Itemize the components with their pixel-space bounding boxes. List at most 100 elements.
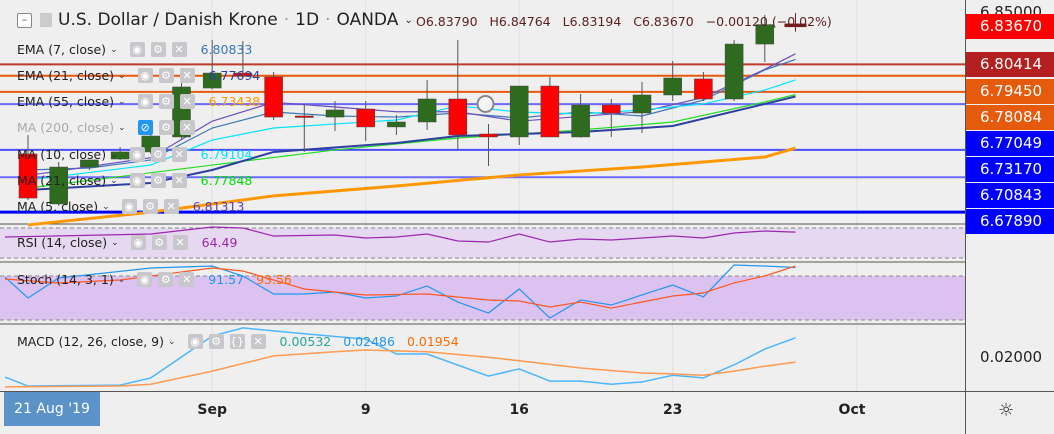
indicator-name: EMA (7, close) <box>17 42 107 57</box>
indicator-value: 6.77694 <box>208 68 261 83</box>
close-icon[interactable]: ✕ <box>179 272 195 287</box>
flag-icon <box>40 13 52 27</box>
candle <box>356 108 375 128</box>
time-axis-label: Oct <box>838 402 866 418</box>
candle <box>295 115 314 118</box>
gear-icon[interactable]: ⚙ <box>150 173 166 188</box>
gear-icon[interactable]: ⚙ <box>150 147 166 162</box>
stoch-legend[interactable]: Stoch (14, 3, 1) ⌄ ◉ ⚙ ✕ 91.57 93.56 <box>17 272 292 287</box>
chart-title: – U.S. Dollar / Danish Krone · 1D · OANDA … <box>17 10 413 30</box>
price-axis-label: 6.78084 <box>966 105 1054 130</box>
change-value: −0.00120 (−0.02%) <box>705 14 832 29</box>
close-icon[interactable]: ✕ <box>172 235 188 250</box>
eye-icon[interactable]: ◉ <box>121 199 137 214</box>
collapse-icon[interactable]: – <box>17 12 32 28</box>
rsi-legend[interactable]: RSI (14, close) ⌄ ◉ ⚙ ✕ 64.49 <box>17 235 237 250</box>
marker-circle <box>476 94 495 113</box>
eye-icon[interactable]: ◉ <box>137 272 153 287</box>
eye-off-icon[interactable]: ⊘ <box>137 120 153 135</box>
symbol-name: U.S. Dollar / Danish Krone <box>58 10 278 30</box>
chart-canvas[interactable] <box>0 0 965 391</box>
ohlc-values: O6.83790 H6.84764 L6.83194 C6.83670 −0.00120… <box>416 14 844 29</box>
gear-icon[interactable]: ⚙ <box>151 235 167 250</box>
close-icon[interactable]: ✕ <box>163 199 179 214</box>
chevron-down-icon[interactable]: ⌄ <box>118 96 126 107</box>
eye-icon[interactable]: ◉ <box>130 235 146 250</box>
candle <box>509 85 529 138</box>
chevron-down-icon[interactable]: ⌄ <box>111 237 119 248</box>
close-icon[interactable]: ✕ <box>179 68 195 83</box>
indicator-legend[interactable]: MA (21, close) ⌄ ◉ ⚙ ✕ 6.77848 <box>17 173 252 188</box>
close-icon[interactable]: ✕ <box>250 334 266 349</box>
candle <box>724 43 744 100</box>
indicator-value: 6.73438 <box>208 94 261 109</box>
open-value: O6.83790 <box>416 14 478 29</box>
data-source: OANDA <box>336 10 399 30</box>
gear-icon[interactable]: ⚙ <box>208 334 224 349</box>
gear-icon[interactable]: ⚙ <box>150 42 166 57</box>
candle <box>479 133 498 138</box>
gear-icon[interactable]: ⚙ <box>158 94 174 109</box>
indicator-legend[interactable]: MA (200, close) ⌄ ⊘ ⚙ ✕ <box>17 120 209 135</box>
gear-icon[interactable]: ⚙ <box>142 199 158 214</box>
chevron-down-icon[interactable]: ⌄ <box>102 201 110 212</box>
indicator-legend[interactable]: MA (10, close) ⌄ ◉ ⚙ ✕ 6.79104 <box>17 147 252 162</box>
close-icon[interactable]: ✕ <box>171 147 187 162</box>
settings-gear-icon[interactable]: ☼ <box>998 400 1015 421</box>
close-icon[interactable]: ✕ <box>179 120 195 135</box>
candle <box>49 166 68 205</box>
candle <box>784 23 807 28</box>
close-icon[interactable]: ✕ <box>179 94 195 109</box>
chevron-down-icon[interactable]: ⌄ <box>168 336 176 347</box>
stoch-k-value: 91.57 <box>208 272 245 287</box>
stoch-k-line <box>4 264 796 319</box>
stoch-d-line <box>4 265 796 309</box>
gear-icon[interactable]: ⚙ <box>158 120 174 135</box>
candle <box>202 72 222 89</box>
chevron-down-icon[interactable]: ⌄ <box>110 175 118 186</box>
indicator-legend[interactable]: MA (5, close) ⌄ ◉ ⚙ ✕ 6.81313 <box>17 199 244 214</box>
macd-signal-value: 0.01954 <box>406 334 459 349</box>
eye-icon[interactable]: ◉ <box>129 147 145 162</box>
price-axis-label: 6.83670 <box>966 14 1054 39</box>
price-axis[interactable] <box>965 0 1054 434</box>
indicator-legend[interactable]: EMA (7, close) ⌄ ◉ ⚙ ✕ 6.80833 <box>17 42 252 57</box>
indicator-legend[interactable]: EMA (55, close) ⌄ ◉ ⚙ ✕ 6.73438 <box>17 94 260 109</box>
close-icon[interactable]: ✕ <box>171 173 187 188</box>
gear-icon[interactable]: ⚙ <box>158 272 174 287</box>
indicator-name: MA (21, close) <box>17 173 107 188</box>
eye-icon[interactable]: ◉ <box>187 334 203 349</box>
price-axis-label: 6.77049 <box>966 131 1054 156</box>
chevron-down-icon[interactable]: ⌄ <box>118 122 126 133</box>
chevron-down-icon[interactable]: ⌄ <box>110 44 118 55</box>
rsi-line <box>4 226 796 243</box>
chevron-down-icon[interactable]: ⌄ <box>404 14 413 26</box>
candle <box>110 151 130 160</box>
rsi-name: RSI (14, close) <box>17 235 108 250</box>
close-icon[interactable]: ✕ <box>171 42 187 57</box>
interval[interactable]: 1D <box>295 10 320 30</box>
eye-icon[interactable]: ◉ <box>137 68 153 83</box>
eye-icon[interactable]: ◉ <box>129 173 145 188</box>
macd-hist-value: 0.00532 <box>279 334 332 349</box>
indicator-name: MA (10, close) <box>17 147 107 162</box>
macd-name: MACD (12, 26, close, 9) <box>17 334 164 349</box>
candle <box>18 153 38 199</box>
time-axis-label: Sep <box>197 402 227 418</box>
source-code-icon[interactable]: {} <box>229 334 245 349</box>
eye-icon[interactable]: ◉ <box>129 42 145 57</box>
eye-icon[interactable]: ◉ <box>137 94 153 109</box>
candle <box>264 76 283 118</box>
crosshair-date-label: 21 Aug '19 <box>4 392 100 426</box>
chevron-down-icon[interactable]: ⌄ <box>110 149 118 160</box>
gear-icon[interactable]: ⚙ <box>158 68 174 83</box>
indicator-legend[interactable]: EMA (21, close) ⌄ ◉ ⚙ ✕ 6.77694 <box>17 68 260 83</box>
macd-signal-line <box>4 349 796 388</box>
macd-legend[interactable]: MACD (12, 26, close, 9) ⌄ ◉ ⚙ {} ✕ 0.00532 0… <box>17 334 459 349</box>
indicator-value: 6.80833 <box>200 42 253 57</box>
chevron-down-icon[interactable]: ⌄ <box>117 274 126 285</box>
candle <box>233 72 253 77</box>
price-axis-label: 6.73170 <box>966 157 1054 182</box>
chevron-down-icon[interactable]: ⌄ <box>118 70 126 81</box>
price-axis-label: 6.70843 <box>966 183 1054 208</box>
